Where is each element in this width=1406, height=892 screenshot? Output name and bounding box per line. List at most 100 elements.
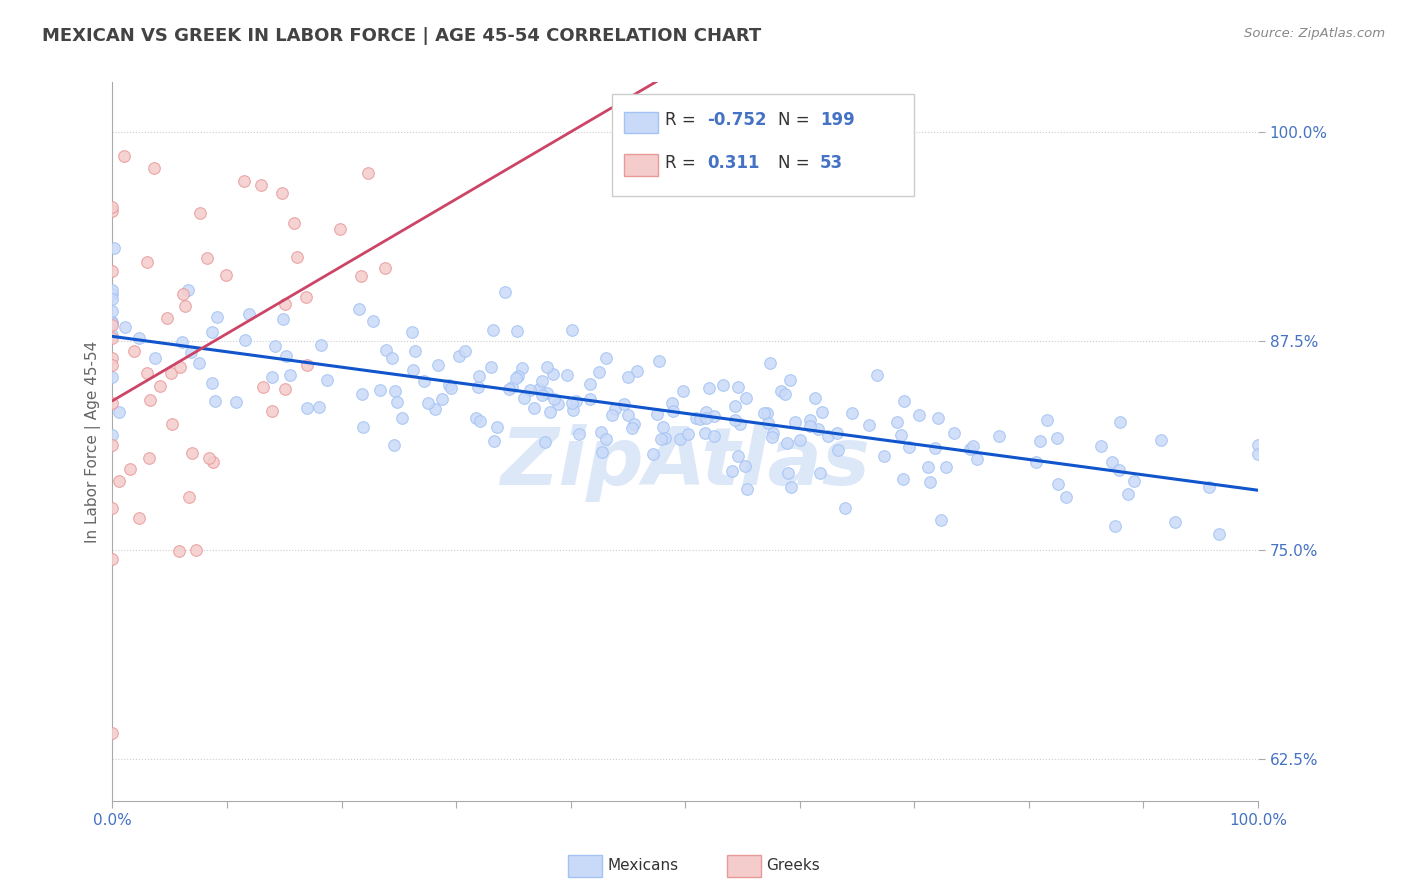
Point — [101, 292, 124, 306]
Point — [652, 420, 675, 434]
Point — [927, 410, 949, 425]
Point — [391, 410, 413, 425]
Point — [404, 344, 426, 359]
Point — [278, 368, 301, 383]
Point — [101, 318, 124, 332]
Point — [271, 186, 294, 201]
Point — [1108, 463, 1130, 477]
Point — [988, 429, 1011, 443]
Point — [215, 268, 238, 282]
Point — [485, 420, 508, 434]
Text: R =: R = — [665, 154, 702, 172]
Point — [352, 419, 374, 434]
Text: -0.752: -0.752 — [707, 112, 766, 129]
Point — [1046, 432, 1069, 446]
Point — [924, 441, 946, 455]
Point — [107, 405, 129, 419]
Point — [103, 241, 125, 255]
Point — [776, 436, 799, 450]
Point — [689, 411, 711, 425]
Point — [1029, 434, 1052, 448]
Point — [101, 287, 124, 301]
Point — [654, 431, 676, 445]
Point — [808, 466, 831, 480]
Point — [799, 413, 821, 427]
Point — [101, 500, 124, 515]
Point — [1122, 474, 1144, 488]
Point — [167, 544, 190, 558]
Point — [177, 283, 200, 297]
Point — [233, 174, 256, 188]
Text: Mexicans: Mexicans — [607, 858, 679, 872]
Point — [623, 417, 645, 432]
Point — [724, 399, 747, 413]
Point — [735, 482, 758, 496]
Point — [561, 396, 583, 410]
Point — [437, 378, 460, 392]
Point — [536, 359, 558, 374]
Point — [112, 149, 135, 163]
Point — [204, 394, 226, 409]
Point — [555, 368, 578, 382]
Point — [274, 382, 297, 396]
Point — [347, 301, 370, 316]
Point — [195, 251, 218, 265]
Text: N =: N = — [778, 112, 814, 129]
Point — [685, 410, 707, 425]
Point — [779, 373, 801, 387]
Text: Source: ZipAtlas.com: Source: ZipAtlas.com — [1244, 27, 1385, 40]
Point — [188, 206, 211, 220]
Point — [693, 425, 716, 440]
Point — [501, 380, 523, 394]
Point — [260, 370, 283, 384]
Point — [728, 417, 751, 431]
Point — [101, 303, 124, 318]
Point — [799, 418, 821, 433]
Point — [128, 331, 150, 345]
Point — [374, 343, 396, 357]
Point — [616, 370, 638, 384]
Point — [591, 445, 613, 459]
Text: R =: R = — [665, 112, 702, 129]
Point — [962, 439, 984, 453]
Point — [205, 310, 228, 324]
Point — [613, 396, 636, 410]
Y-axis label: In Labor Force | Age 45-54: In Labor Force | Age 45-54 — [86, 341, 101, 542]
Point — [510, 361, 533, 376]
Point — [201, 455, 224, 469]
Point — [891, 472, 914, 486]
Point — [101, 331, 124, 345]
Text: Greeks: Greeks — [766, 858, 820, 872]
Point — [143, 161, 166, 175]
Point — [534, 434, 557, 449]
Point — [568, 427, 591, 442]
Point — [1208, 527, 1230, 541]
Point — [381, 351, 404, 365]
Point — [697, 381, 720, 395]
Point — [886, 415, 908, 429]
Point — [669, 432, 692, 446]
Point — [827, 425, 849, 440]
Point — [543, 392, 565, 406]
Point — [893, 393, 915, 408]
Point — [309, 338, 332, 352]
Point — [101, 359, 124, 373]
Point — [139, 393, 162, 408]
Point — [464, 411, 486, 425]
Point — [494, 285, 516, 300]
Point — [661, 396, 683, 410]
Point — [101, 395, 124, 409]
Point — [101, 316, 124, 330]
Point — [1035, 413, 1057, 427]
Point — [513, 391, 536, 405]
Point — [676, 426, 699, 441]
Point — [101, 283, 124, 297]
Point — [101, 552, 124, 566]
Point — [454, 343, 477, 358]
Point — [382, 438, 405, 452]
Point — [101, 370, 124, 384]
Point — [756, 417, 779, 431]
Point — [810, 405, 832, 419]
Point — [440, 381, 463, 395]
Point — [505, 371, 527, 385]
